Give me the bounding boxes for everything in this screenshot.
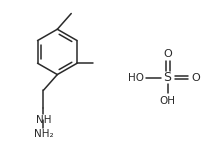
Text: NH: NH	[36, 115, 51, 125]
Text: NH₂: NH₂	[34, 129, 53, 139]
Text: HO: HO	[128, 73, 144, 83]
Text: O: O	[163, 49, 172, 59]
Text: O: O	[191, 73, 200, 83]
Text: S: S	[164, 71, 172, 84]
Text: OH: OH	[160, 96, 176, 106]
